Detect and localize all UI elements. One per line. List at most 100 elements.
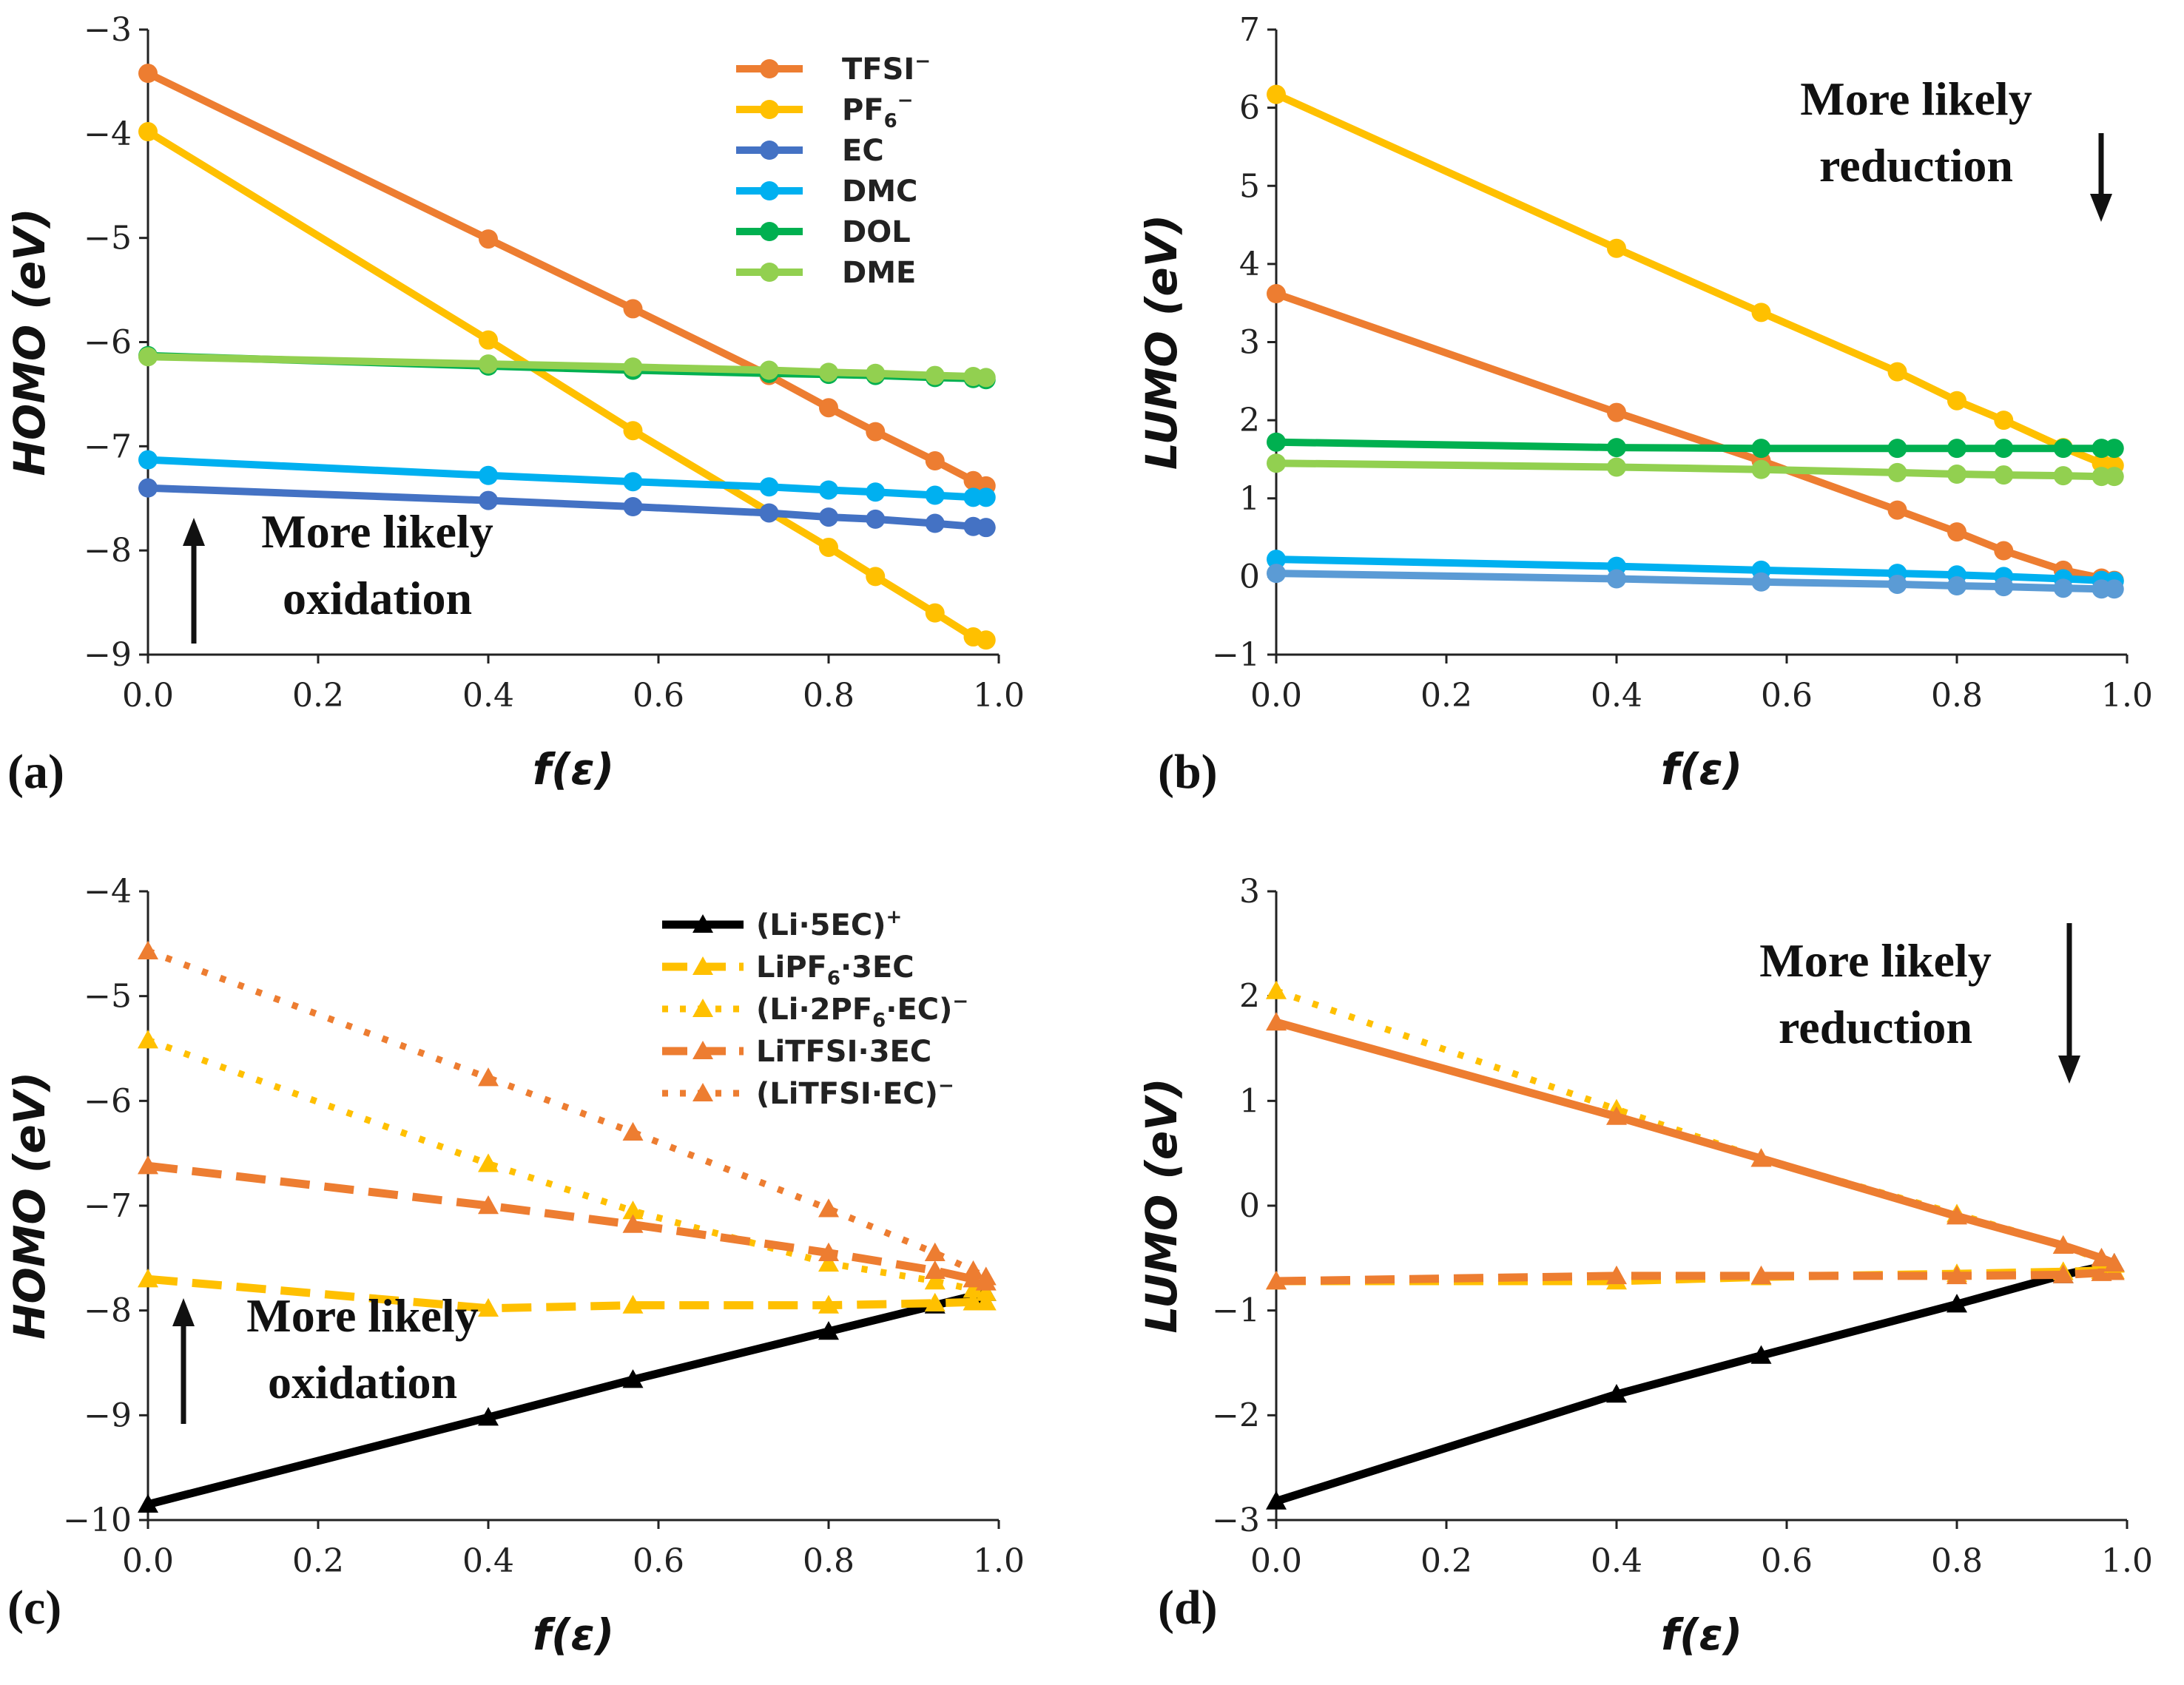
data-point [1750, 1148, 1772, 1167]
data-point [1947, 1206, 1967, 1225]
data-point [925, 485, 945, 505]
data-point [759, 503, 779, 523]
data-point [479, 229, 498, 249]
data-point [818, 1321, 839, 1340]
arrowhead-icon [2090, 194, 2112, 222]
data-point [623, 421, 643, 441]
data-point [138, 1493, 158, 1513]
data-point [866, 363, 886, 383]
data-point [924, 1271, 946, 1290]
y-tick-label: 7 [1239, 11, 1260, 49]
data-point [819, 507, 838, 527]
data-point [1267, 84, 1286, 104]
data-point [1887, 439, 1907, 459]
data-point [925, 603, 945, 623]
data-point [1994, 439, 2014, 459]
data-point [2091, 1247, 2112, 1267]
data-point [1887, 362, 1907, 382]
data-point [478, 1407, 499, 1426]
legend-marker [692, 1083, 713, 1101]
data-point [924, 1292, 946, 1311]
data-point [1751, 572, 1771, 592]
data-point [2053, 578, 2073, 598]
legend-label: (Li·5EC)+ [756, 906, 902, 942]
x-axis-label: f(ε) [1661, 744, 1743, 794]
x-tick-label: 0.4 [462, 1542, 514, 1580]
data-point [1751, 439, 1771, 459]
x-tick-label: 1.0 [973, 677, 1025, 715]
data-point [1267, 284, 1286, 304]
panel-label: (d) [1158, 1581, 1218, 1635]
x-tick-label: 0.8 [1931, 677, 1983, 715]
legend-marker [692, 1041, 713, 1059]
data-point [975, 1266, 997, 1286]
panel-d: −3 −2 −1 0 1 2 3 0.0 0.2 0.4 0.6 0.8 1.0 f(ε) LUMO (eV… [1136, 873, 2153, 1660]
x-tick-label: 0.2 [292, 677, 344, 715]
data-point [925, 513, 945, 533]
data-point [819, 480, 838, 500]
data-point [1947, 465, 1966, 484]
x-tick-label: 0.0 [122, 1542, 174, 1580]
data-point [1267, 550, 1286, 570]
y-tick-label: −10 [63, 1502, 132, 1539]
y-tick-label: 1 [1239, 1082, 1260, 1120]
data-point [1606, 1384, 1627, 1403]
legend: (Li·5EC)+ LiPF6·3EC(Li·2PF6·EC)−LiTFSI·3E… [662, 877, 999, 1121]
data-point [1947, 576, 1966, 596]
series-litfsi-3ec [1266, 1261, 2125, 1290]
y-axis-label: LUMO (eV) [1136, 1078, 1187, 1333]
data-point [622, 1201, 644, 1220]
series-lipf6-3ec [138, 1269, 997, 1317]
data-point [479, 354, 498, 374]
data-point [2104, 467, 2124, 487]
legend-entry: (Li·5EC)+ [662, 906, 902, 942]
series-line [144, 353, 990, 382]
panel-c: −10 −9 −8 −7 −6 −5 −4 0.0 0.2 0.4 0.6 0.8 1.0 f(ε) HOM… [4, 873, 1025, 1660]
series-dol [1267, 432, 2124, 459]
x-tick-label: 0.8 [803, 677, 855, 715]
data-point [623, 497, 643, 517]
data-point [478, 1195, 499, 1215]
x-tick-label: 0.0 [1250, 677, 1302, 715]
data-point [818, 1198, 839, 1218]
data-point [2104, 579, 2124, 599]
data-point [622, 1214, 644, 1233]
panel-label: (c) [7, 1581, 61, 1635]
y-tick-label: 6 [1239, 90, 1260, 127]
data-point [623, 299, 643, 319]
x-tick-label: 1.0 [2101, 677, 2153, 715]
legend-label: DOL [842, 215, 911, 249]
data-point [866, 422, 886, 442]
y-tick-label: −2 [1212, 1397, 1260, 1434]
data-point [866, 567, 886, 587]
panel-label: (a) [7, 745, 64, 799]
data-point [866, 509, 886, 529]
data-point [138, 478, 158, 498]
y-tick-label: −3 [84, 11, 132, 49]
data-point [622, 1369, 644, 1388]
x-tick-label: 0.0 [122, 677, 174, 715]
data-point [976, 630, 996, 650]
annotation-line-2: oxidation [268, 1356, 457, 1408]
y-tick-label: −1 [1212, 636, 1260, 674]
legend-marker [760, 100, 779, 119]
legend-entry: (LiTFSI·EC)− [662, 1075, 954, 1111]
data-point [1887, 574, 1907, 594]
data-point [819, 362, 838, 382]
data-point [819, 537, 838, 557]
data-point [138, 1030, 158, 1049]
legend-label: DME [842, 256, 916, 290]
arrowhead-icon [2058, 1056, 2080, 1084]
y-tick-label: 4 [1239, 246, 1260, 283]
x-tick-label: 1.0 [973, 1542, 1025, 1580]
x-axis-label: f(ε) [533, 744, 615, 794]
y-tick-label: −1 [1212, 1292, 1260, 1330]
series-line [147, 1161, 988, 1286]
data-point [138, 940, 158, 959]
legend-entry: TFSI− [736, 50, 931, 87]
data-point [925, 365, 945, 385]
annotation-line-1: More likely [1759, 934, 1991, 987]
y-tick-label: −3 [1212, 1502, 1260, 1539]
data-point [1607, 569, 1626, 589]
